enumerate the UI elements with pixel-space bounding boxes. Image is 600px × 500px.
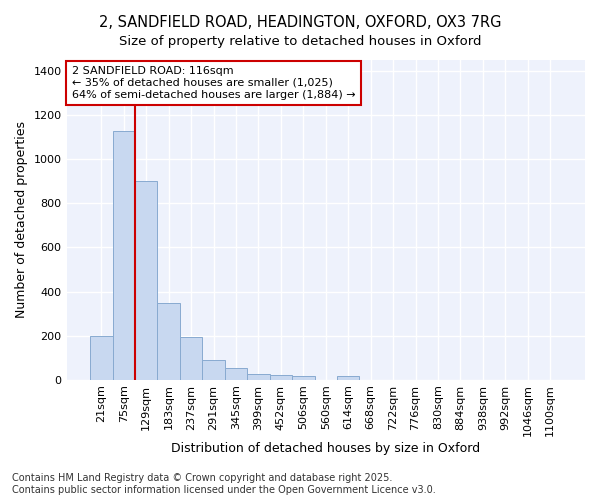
Bar <box>157 302 180 380</box>
X-axis label: Distribution of detached houses by size in Oxford: Distribution of detached houses by size … <box>171 442 481 455</box>
Y-axis label: Number of detached properties: Number of detached properties <box>15 122 28 318</box>
Text: Contains HM Land Registry data © Crown copyright and database right 2025.
Contai: Contains HM Land Registry data © Crown c… <box>12 474 436 495</box>
Bar <box>292 376 314 380</box>
Text: 2 SANDFIELD ROAD: 116sqm
← 35% of detached houses are smaller (1,025)
64% of sem: 2 SANDFIELD ROAD: 116sqm ← 35% of detach… <box>72 66 355 100</box>
Text: Size of property relative to detached houses in Oxford: Size of property relative to detached ho… <box>119 35 481 48</box>
Bar <box>269 376 292 380</box>
Bar <box>202 360 225 380</box>
Bar <box>135 182 157 380</box>
Text: 2, SANDFIELD ROAD, HEADINGTON, OXFORD, OX3 7RG: 2, SANDFIELD ROAD, HEADINGTON, OXFORD, O… <box>99 15 501 30</box>
Bar <box>225 368 247 380</box>
Bar <box>90 336 113 380</box>
Bar <box>337 376 359 380</box>
Bar <box>113 130 135 380</box>
Bar <box>247 374 269 380</box>
Bar <box>180 336 202 380</box>
